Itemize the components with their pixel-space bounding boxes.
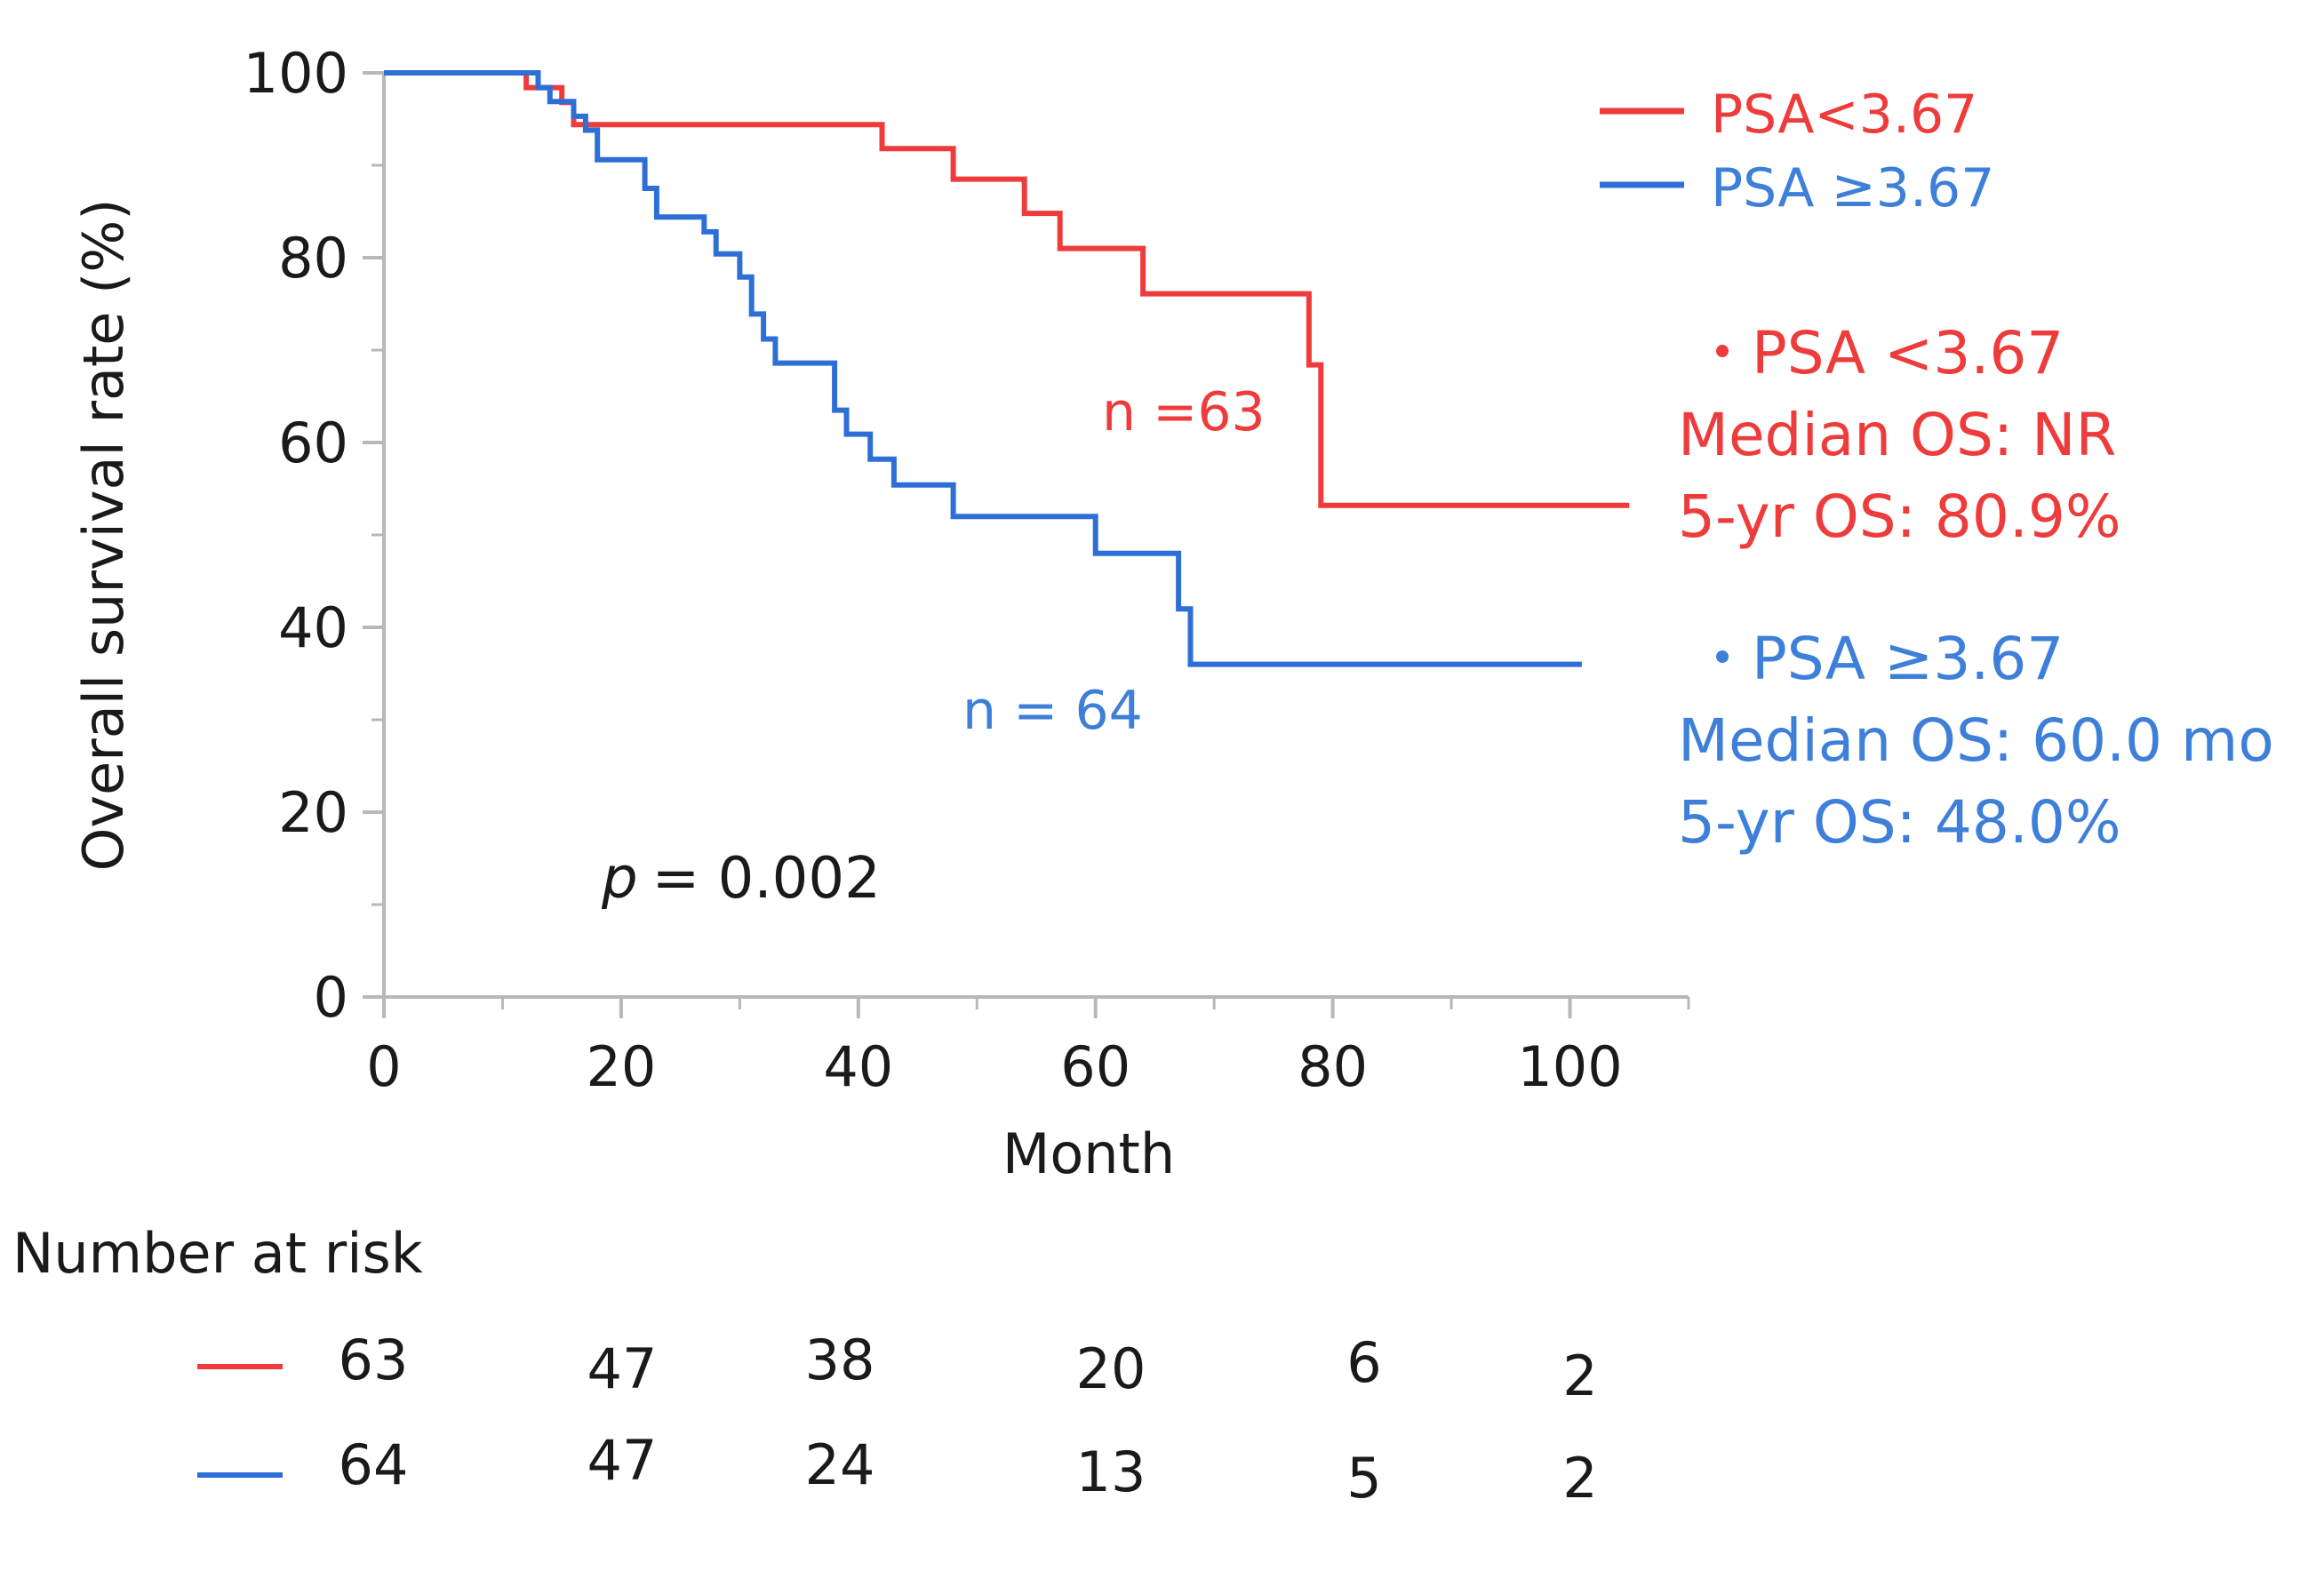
y-tick-label: 40: [278, 595, 348, 660]
legend-label-blue: PSA ≥3.67: [1711, 157, 1994, 219]
summary-red: ・PSA <3.67 Median OS: NR 5-yr OS: 80.9%: [1678, 319, 2121, 551]
summary-red-line-3: 5-yr OS: 80.9%: [1678, 482, 2121, 551]
x-tick-label: 60: [1060, 1034, 1130, 1099]
summary-blue-line-3: 5-yr OS: 48.0%: [1678, 788, 2121, 857]
y-tick-label: 60: [278, 411, 348, 475]
summary-blue-line-2: Median OS: 60.0 mo: [1678, 706, 2274, 775]
risk-value: 63: [339, 1328, 409, 1392]
risk-value: 13: [1076, 1439, 1146, 1504]
risk-value: 24: [805, 1432, 875, 1497]
p-symbol: p: [601, 846, 638, 912]
risk-value: 38: [805, 1328, 875, 1392]
y-tick-label: 20: [278, 780, 348, 845]
series-line-blue: [384, 70, 1582, 667]
legend-label-red: PSA<3.67: [1711, 84, 1977, 146]
summary-red-line-1: ・PSA <3.67: [1693, 319, 2064, 387]
risk-table: 63 47 38 20 6 2 64 47 24 13 5 2: [197, 1328, 1598, 1511]
risk-value: 47: [587, 1336, 658, 1401]
risk-table-title: Number at risk: [12, 1221, 423, 1286]
x-tick-label: 20: [586, 1034, 656, 1099]
y-tick-label: 80: [278, 226, 348, 291]
legend: PSA<3.67 PSA ≥3.67: [1600, 84, 1994, 219]
risk-value: 2: [1562, 1446, 1597, 1511]
y-tick-label: 100: [244, 41, 348, 106]
risk-value: 64: [339, 1432, 409, 1497]
y-axis-title: Overall survival rate (%): [71, 199, 136, 872]
x-tick-label: 40: [823, 1034, 893, 1099]
x-tick-label: 80: [1298, 1034, 1368, 1099]
risk-value: 5: [1346, 1446, 1381, 1511]
x-axis-title: Month: [1002, 1121, 1175, 1186]
n-label-red: n =63: [1102, 381, 1266, 443]
y-tick-label: 0: [314, 965, 348, 1030]
summary-blue-line-1: ・PSA ≥3.67: [1693, 625, 2064, 693]
risk-value: 2: [1562, 1344, 1597, 1408]
summary-red-line-2: Median OS: NR: [1678, 401, 2116, 469]
x-tick-label: 0: [366, 1034, 401, 1099]
risk-value: 20: [1076, 1336, 1146, 1401]
y-ticks: 0 20 40 60 80 100: [244, 41, 384, 1030]
x-ticks: 0 20 40 60 80 100: [366, 997, 1690, 1099]
risk-value: 6: [1346, 1330, 1381, 1395]
p-value: = 0.002: [652, 846, 881, 912]
n-label-blue: n = 64: [962, 680, 1143, 742]
series-line-red: [384, 70, 1630, 508]
risk-value: 47: [587, 1428, 658, 1493]
x-tick-label: 100: [1517, 1034, 1622, 1099]
series-lines: [384, 70, 1630, 667]
p-value-label: p = 0.002: [601, 846, 881, 912]
summary-blue: ・PSA ≥3.67 Median OS: 60.0 mo 5-yr OS: 4…: [1678, 625, 2274, 857]
